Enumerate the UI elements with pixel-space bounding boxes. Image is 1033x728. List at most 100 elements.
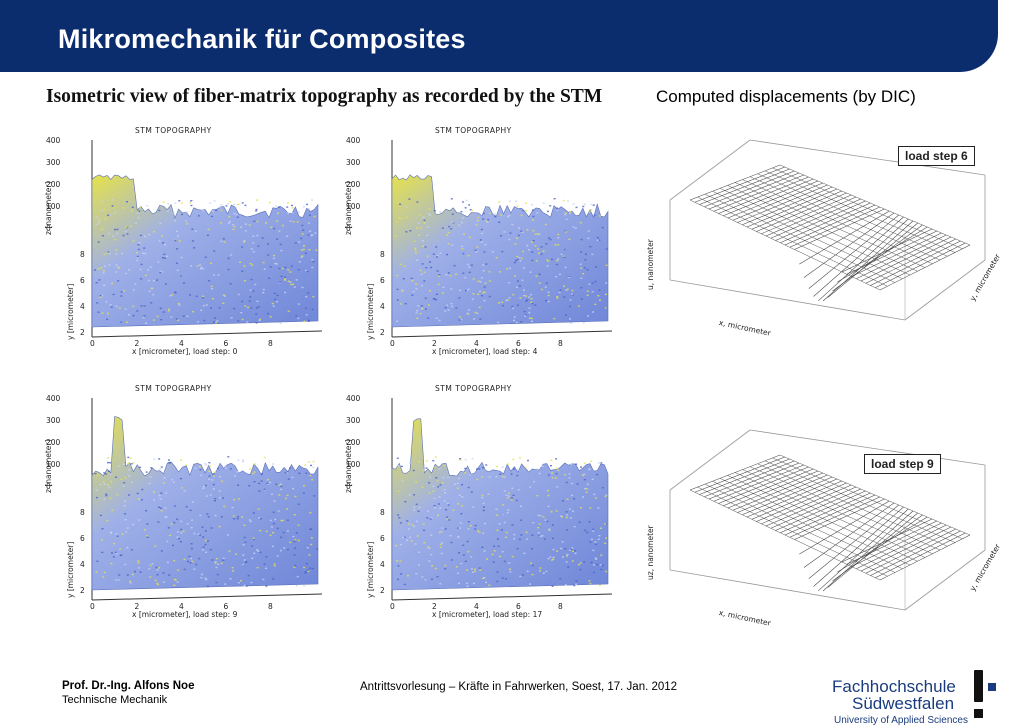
z-axis-label: z [nanometer] [44,439,53,493]
x-tick-label: 2 [432,602,437,611]
z-tick-label: 100 [46,460,61,469]
y-axis-label: y [micrometer] [366,283,375,340]
x-tick-label: 4 [179,339,184,348]
footer-event: Antrittsvorlesung – Kräfte in Fahrwerken… [360,681,678,693]
z-tick-label: 200 [346,438,361,447]
slide-title: Mikromechanik für Composites [58,24,466,54]
x-tick-label: 6 [516,339,521,348]
z-tick-label: 200 [346,180,361,189]
y-tick-label: 4 [380,302,385,311]
x-tick-label: 2 [134,602,140,611]
y-tick-label: 4 [80,302,85,311]
z-axis-label: z [nanometer] [344,439,353,493]
dic-wireframe-graphic [669,139,986,321]
stm-section-heading: Isometric view of fiber-matrix topograph… [46,86,603,107]
stm-surface-graphic [91,398,323,601]
z-tick-label: 400 [46,394,61,403]
y-tick-label: 6 [380,276,385,285]
z-tick-label: 0 [346,482,351,491]
stm-plot-title: STM TOPOGRAPHY [435,384,512,393]
y-tick-label: 2 [380,586,385,595]
z-tick-label: 200 [46,180,61,189]
logo-text-line3: University of Applied Sciences [834,715,968,726]
dic-section-heading: Computed displacements (by DIC) [656,87,916,106]
logo-mark-dot [974,709,983,718]
y-tick-label: 8 [380,508,385,517]
z-tick-label: 0 [46,482,51,491]
x-tick-label: 2 [432,339,437,348]
y-tick-label: 4 [80,560,85,569]
z-tick-label: 0 [46,224,51,233]
z-tick-label: 200 [46,438,61,447]
y-tick-label: 6 [80,276,85,285]
y-tick-label: 2 [80,328,85,337]
stm-surface-graphic [391,398,613,601]
x-axis-label: x [micrometer], load step: 4 [432,347,538,356]
z-axis-label: u, nanometer [646,239,655,290]
y-tick-label: 8 [80,508,85,517]
y-tick-label: 2 [80,586,85,595]
title-bar [0,0,998,72]
z-tick-label: 300 [46,416,61,425]
z-tick-label: 400 [346,136,361,145]
y-tick-label: 6 [380,534,385,543]
logo-text-line1: Fachhochschule [832,677,956,696]
stm-plot-load-step-17: STM TOPOGRAPHY 400 300 200 100 0 8 6 4 2 0 2 4 6 8 x [m… [340,380,620,625]
x-tick-label: 6 [223,602,229,611]
x-tick-label: 2 [134,339,140,348]
y-tick-label: 4 [380,560,385,569]
x-tick-label: 4 [474,339,479,348]
z-tick-label: 300 [346,416,361,425]
stm-surface-graphic [391,140,613,338]
x-tick-label: 4 [179,602,184,611]
x-tick-label: 0 [90,602,95,611]
x-tick-label: 8 [268,602,273,611]
dic-plot-load-step-9: load step 9 uz, nanometer x, micrometer y, … [640,420,1002,645]
z-tick-label: 400 [346,394,361,403]
dic-wireframe-graphic [669,429,986,611]
x-tick-label: 4 [474,602,479,611]
y-axis-label: y [micrometer] [66,541,75,598]
x-tick-label: 6 [516,602,521,611]
stm-plot-title: STM TOPOGRAPHY [135,126,212,135]
stm-plot-title: STM TOPOGRAPHY [135,384,212,393]
z-axis-label: z [nanometer] [44,181,53,235]
x-tick-label: 0 [390,602,395,611]
logo-mark-bar [974,670,983,702]
z-tick-label: 100 [346,460,361,469]
load-step-label: load step 9 [864,454,941,474]
stm-surface-graphic [91,140,323,338]
z-tick-label: 400 [46,136,61,145]
load-step-label: load step 6 [898,146,975,166]
z-axis-label: uz, nanometer [646,525,655,580]
z-tick-label: 300 [46,158,61,167]
x-tick-label: 6 [223,339,229,348]
y-axis-label: y [micrometer] [366,541,375,598]
footer-author: Prof. Dr.-Ing. Alfons Noe [62,680,195,692]
y-tick-label: 8 [380,250,385,259]
x-tick-label: 0 [90,339,95,348]
x-tick-label: 8 [268,339,273,348]
logo-text-line2: Südwestfalen [852,694,955,713]
stm-plot-title: STM TOPOGRAPHY [435,126,512,135]
x-tick-label: 8 [558,339,563,348]
z-tick-label: 0 [346,224,351,233]
z-axis-label: z [nanometer] [344,181,353,235]
x-axis-label: x [micrometer], load step: 9 [132,610,238,619]
y-axis-label: y [micrometer] [66,283,75,340]
x-axis-label: x [micrometer], load step: 0 [132,347,238,356]
dic-plot-load-step-6: load step 6 u, nanometer x, micrometer y, m… [640,130,1002,360]
stm-plot-load-step-0: STM TOPOGRAPHY 400 300 200 100 0 8 6 4 2 0 2 4 6 8 x [m… [40,122,330,362]
logo-mark-square [988,683,996,691]
x-tick-label: 8 [558,602,563,611]
y-tick-label: 2 [380,328,385,337]
z-tick-label: 100 [46,202,61,211]
z-tick-label: 100 [346,202,361,211]
x-tick-label: 0 [390,339,395,348]
stm-plot-load-step-9: STM TOPOGRAPHY 400 300 200 100 0 8 6 4 2 0 2 4 6 8 x [m… [40,380,330,625]
y-tick-label: 6 [80,534,85,543]
y-tick-label: 8 [80,250,85,259]
footer-department: Technische Mechanik [62,694,168,706]
stm-plot-load-step-4: STM TOPOGRAPHY 400 300 200 100 0 8 6 4 2 0 2 4 6 8 x [m… [340,122,620,362]
z-tick-label: 300 [346,158,361,167]
